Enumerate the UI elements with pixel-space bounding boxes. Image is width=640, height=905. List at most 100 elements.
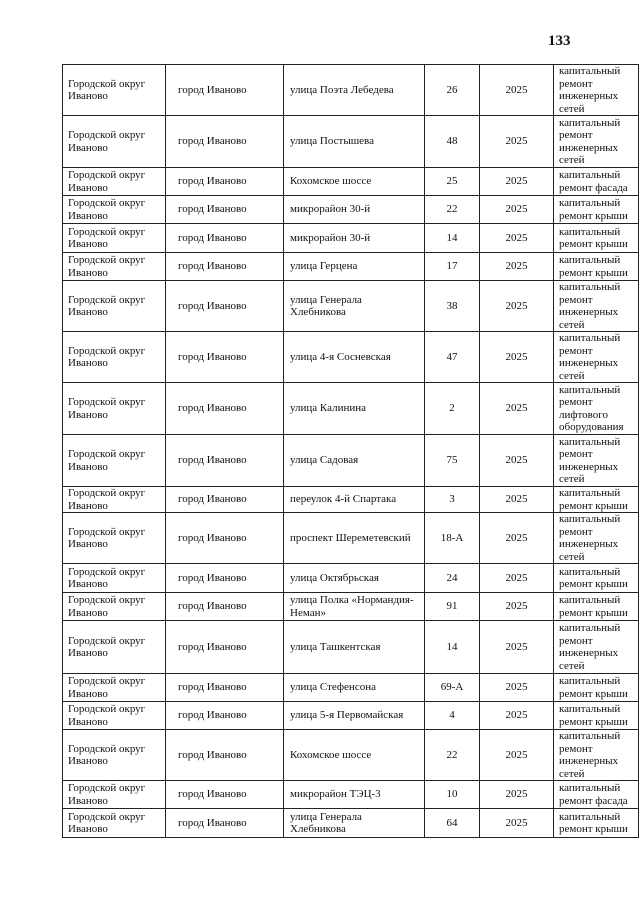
street-cell: улица Генерала Хлебникова — [283, 808, 425, 838]
work-type-cell: капитальный ремонт инженерных сетей — [553, 331, 639, 383]
work-type-cell: капитальный ремонт инженерных сетей — [553, 729, 639, 781]
city-cell: город Иваново — [165, 434, 284, 487]
house-number-cell: 3 — [424, 486, 480, 513]
table-row: Городской округ Иваново город Иваново улиц… — [62, 252, 639, 281]
district-cell: Городской округ Иваново — [62, 167, 166, 196]
district-cell: Городской округ Иваново — [62, 252, 166, 281]
house-number-cell: 2 — [424, 382, 480, 435]
year-cell: 2025 — [479, 434, 554, 487]
street-cell: улица Полка «Нормандия-Неман» — [283, 592, 425, 621]
work-type-cell: капитальный ремонт инженерных сетей — [553, 280, 639, 332]
street-cell: улица Ташкентская — [283, 620, 425, 674]
work-type-cell: капитальный ремонт крыши — [553, 223, 639, 253]
district-cell: Городской округ Иваново — [62, 223, 166, 253]
house-number-cell: 75 — [424, 434, 480, 487]
district-cell: Городской округ Иваново — [62, 780, 166, 809]
street-cell: улица Постышева — [283, 115, 425, 168]
year-cell: 2025 — [479, 780, 554, 809]
street-cell: Кохомское шоссе — [283, 729, 425, 781]
district-cell: Городской округ Иваново — [62, 729, 166, 781]
house-number-cell: 64 — [424, 808, 480, 838]
house-number-cell: 22 — [424, 195, 480, 224]
year-cell: 2025 — [479, 701, 554, 730]
street-cell: улица Стефенсона — [283, 673, 425, 702]
page-number: 133 — [548, 33, 571, 49]
table-row: Городской округ Иваново город Иваново микр… — [62, 780, 639, 809]
work-type-cell: капитальный ремонт крыши — [553, 701, 639, 730]
house-number-cell: 48 — [424, 115, 480, 168]
city-cell: город Иваново — [165, 512, 284, 564]
year-cell: 2025 — [479, 512, 554, 564]
year-cell: 2025 — [479, 167, 554, 196]
work-type-cell: капитальный ремонт инженерных сетей — [553, 115, 639, 168]
table-row: Городской округ Иваново город Иваново микр… — [62, 195, 639, 224]
table-row: Городской округ Иваново город Иваново улиц… — [62, 592, 639, 621]
table-row: Городской округ Иваново город Иваново улиц… — [62, 673, 639, 702]
year-cell: 2025 — [479, 223, 554, 253]
district-cell: Городской округ Иваново — [62, 808, 166, 838]
work-type-cell: капитальный ремонт крыши — [553, 808, 639, 838]
house-number-cell: 24 — [424, 563, 480, 593]
district-cell: Городской округ Иваново — [62, 486, 166, 513]
city-cell: город Иваново — [165, 280, 284, 332]
table-row: Городской округ Иваново город Иваново улиц… — [62, 280, 639, 332]
district-cell: Городской округ Иваново — [62, 592, 166, 621]
year-cell: 2025 — [479, 592, 554, 621]
street-cell: улица Садовая — [283, 434, 425, 487]
street-cell: улица 4-я Сосневская — [283, 331, 425, 383]
street-cell: улица Герцена — [283, 252, 425, 281]
city-cell: город Иваново — [165, 701, 284, 730]
house-number-cell: 38 — [424, 280, 480, 332]
year-cell: 2025 — [479, 382, 554, 435]
house-number-cell: 22 — [424, 729, 480, 781]
year-cell: 2025 — [479, 486, 554, 513]
work-type-cell: капитальный ремонт фасада — [553, 780, 639, 809]
house-number-cell: 18-А — [424, 512, 480, 564]
work-type-cell: капитальный ремонт лифтового оборудовани… — [553, 382, 639, 435]
street-cell: переулок 4-й Спартака — [283, 486, 425, 513]
city-cell: город Иваново — [165, 808, 284, 838]
district-cell: Городской округ Иваново — [62, 331, 166, 383]
year-cell: 2025 — [479, 280, 554, 332]
city-cell: город Иваново — [165, 729, 284, 781]
table-row: Городской округ Иваново город Иваново улиц… — [62, 620, 639, 674]
city-cell: город Иваново — [165, 620, 284, 674]
street-cell: микрорайон ТЭЦ-3 — [283, 780, 425, 809]
city-cell: город Иваново — [165, 382, 284, 435]
city-cell: город Иваново — [165, 780, 284, 809]
year-cell: 2025 — [479, 115, 554, 168]
district-cell: Городской округ Иваново — [62, 673, 166, 702]
table-row: Городской округ Иваново город Иваново улиц… — [62, 382, 639, 435]
year-cell: 2025 — [479, 252, 554, 281]
table-row: Городской округ Иваново город Иваново Кохо… — [62, 167, 639, 196]
district-cell: Городской округ Иваново — [62, 620, 166, 674]
work-type-cell: капитальный ремонт инженерных сетей — [553, 620, 639, 674]
year-cell: 2025 — [479, 64, 554, 116]
district-cell: Городской округ Иваново — [62, 195, 166, 224]
city-cell: город Иваново — [165, 331, 284, 383]
year-cell: 2025 — [479, 808, 554, 838]
house-number-cell: 25 — [424, 167, 480, 196]
street-cell: проспект Шереметевский — [283, 512, 425, 564]
work-type-cell: капитальный ремонт фасада — [553, 167, 639, 196]
work-type-cell: капитальный ремонт крыши — [553, 673, 639, 702]
table-row: Городской округ Иваново город Иваново улиц… — [62, 808, 639, 838]
table-row: Городской округ Иваново город Иваново улиц… — [62, 563, 639, 593]
table-row: Городской округ Иваново город Иваново улиц… — [62, 701, 639, 730]
street-cell: Кохомское шоссе — [283, 167, 425, 196]
street-cell: улица 5-я Первомайская — [283, 701, 425, 730]
year-cell: 2025 — [479, 563, 554, 593]
table-row: Городской округ Иваново город Иваново улиц… — [62, 115, 639, 168]
city-cell: город Иваново — [165, 64, 284, 116]
district-cell: Городской округ Иваново — [62, 64, 166, 116]
table-row: Городской округ Иваново город Иваново улиц… — [62, 434, 639, 487]
house-number-cell: 14 — [424, 620, 480, 674]
district-cell: Городской округ Иваново — [62, 280, 166, 332]
work-type-cell: капитальный ремонт инженерных сетей — [553, 64, 639, 116]
table-row: Городской округ Иваново город Иваново улиц… — [62, 64, 639, 116]
table-row: Городской округ Иваново город Иваново микр… — [62, 223, 639, 253]
work-type-cell: капитальный ремонт инженерных сетей — [553, 434, 639, 487]
house-number-cell: 91 — [424, 592, 480, 621]
house-number-cell: 4 — [424, 701, 480, 730]
work-type-cell: капитальный ремонт крыши — [553, 563, 639, 593]
